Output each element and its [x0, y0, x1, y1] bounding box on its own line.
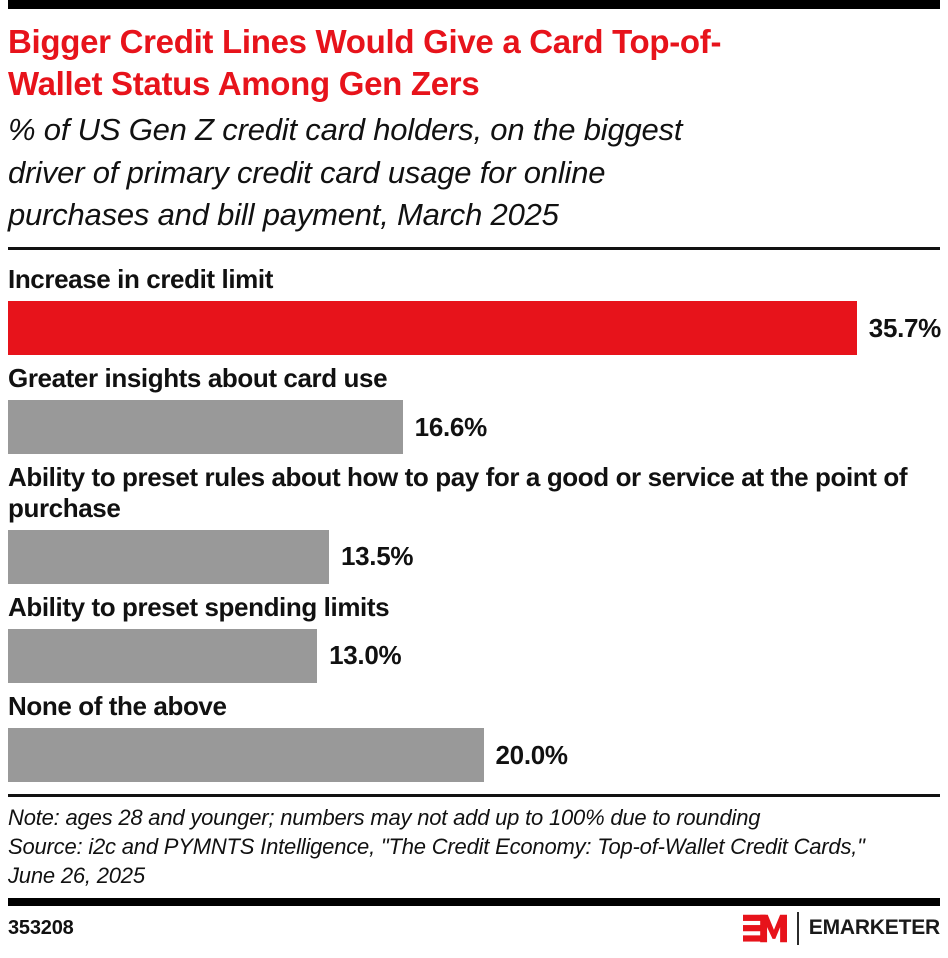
top-black-bar [8, 0, 940, 9]
bar-row: Ability to preset spending limits 13.0% [8, 592, 940, 683]
bar-line: 35.7% [8, 301, 942, 356]
bar-row: Increase in credit limit 35.7% [8, 264, 942, 356]
bar [8, 301, 857, 356]
bar-row: Greater insights about card use 16.6% [8, 363, 940, 455]
bar [8, 728, 484, 783]
note-text: Note: ages 28 and younger; numbers may n… [8, 805, 761, 831]
header-divider-rule [8, 247, 940, 251]
chart-subtitle-line-1: % of US Gen Z credit card holders, on th… [8, 111, 683, 147]
chart-id: 353208 [8, 916, 74, 939]
bar-chart: Increase in credit limit 35.7% Greater i… [8, 264, 942, 783]
chart-subtitle: % of US Gen Z credit card holders, on th… [8, 109, 940, 237]
value-label: 20.0% [495, 739, 569, 770]
category-label: Ability to preset spending limits [8, 591, 390, 622]
value-label: 13.5% [340, 541, 414, 572]
chart-title: Bigger Credit Lines Would Give a Card To… [8, 21, 940, 105]
emarketer-em-icon [742, 914, 787, 942]
bar-row: Ability to preset rules about how to pay… [8, 462, 940, 584]
bar-line: 13.5% [8, 529, 940, 584]
bar [8, 400, 403, 455]
category-label: None of the above [8, 690, 227, 721]
bar-line: 20.0% [8, 728, 940, 783]
value-label: 35.7% [868, 312, 942, 343]
source-text-line-1: Source: i2c and PYMNTS Intelligence, "Th… [8, 834, 865, 860]
footer-row: 353208 EMARKETER [8, 906, 940, 950]
source-text-line-2: June 26, 2025 [8, 863, 145, 889]
footer-divider-rule [8, 794, 940, 798]
category-label: Greater insights about card use [8, 363, 388, 394]
logo-divider [796, 911, 799, 945]
bottom-black-bar [8, 898, 940, 907]
bar-line: 13.0% [8, 628, 940, 683]
value-label: 13.0% [329, 640, 402, 671]
bar-row: None of the above 20.0% [8, 690, 940, 783]
bar [8, 529, 329, 584]
chart-title-line-1: Bigger Credit Lines Would Give a Card To… [8, 23, 722, 60]
bar [8, 628, 318, 683]
chart-subtitle-line-3: purchases and bill payment, March 2025 [8, 197, 559, 233]
chart-title-line-2: Wallet Status Among Gen Zers [8, 64, 480, 102]
category-label: Ability to preset rules about how to pay… [8, 462, 908, 523]
value-label: 16.6% [414, 411, 488, 442]
bar-line: 16.6% [8, 400, 940, 455]
logo-wordmark: EMARKETER [808, 916, 940, 940]
chart-subtitle-line-2: driver of primary credit card usage for … [8, 154, 606, 190]
emarketer-logo: EMARKETER [742, 910, 940, 947]
note-source-block: Note: ages 28 and younger; numbers may n… [8, 803, 940, 890]
category-label: Increase in credit limit [8, 264, 273, 295]
